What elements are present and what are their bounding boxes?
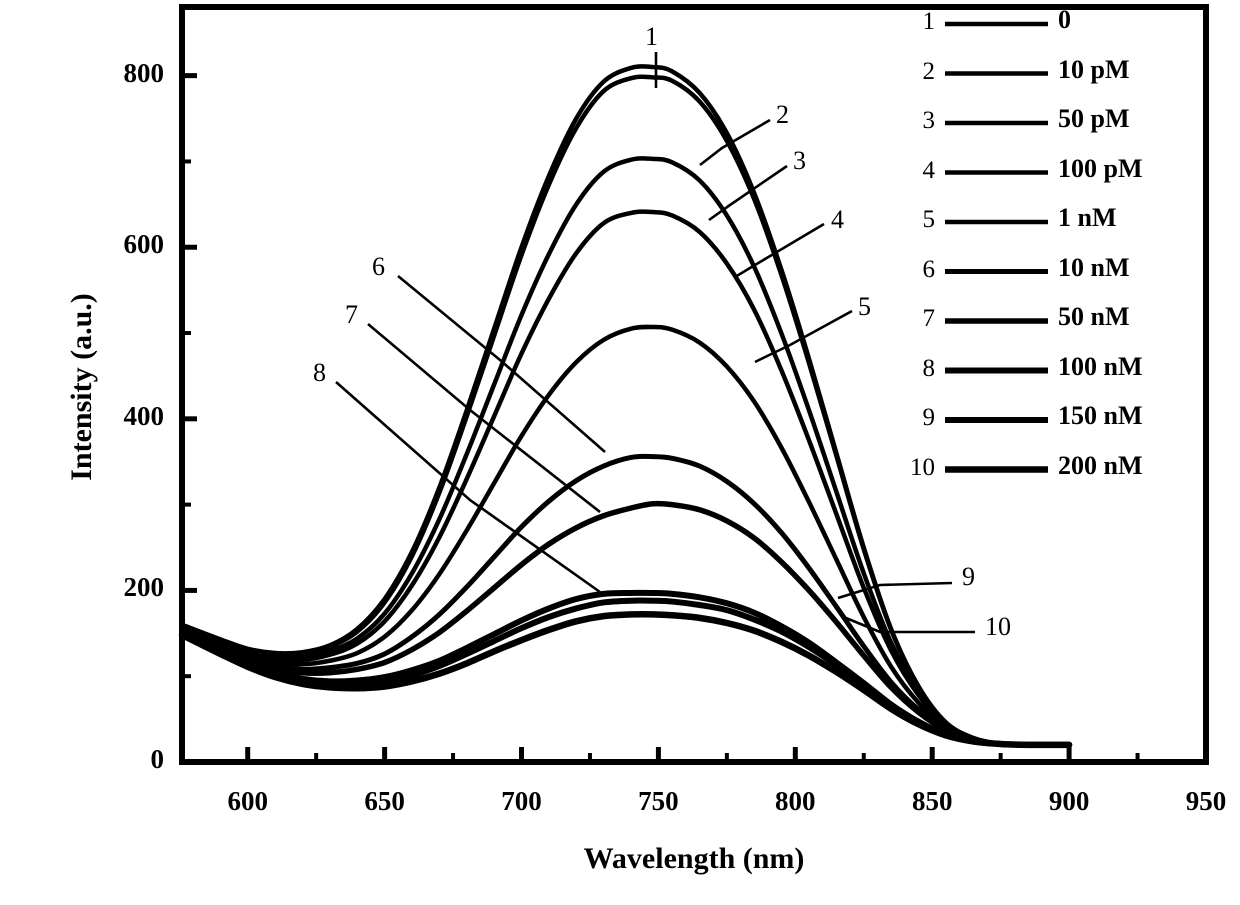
legend-label-9: 150 nM [1058,401,1143,431]
legend-number-1: 1 [895,8,935,36]
callout-number-3: 3 [793,146,806,176]
spectra-figure: Intensity (a.u.) Wavelength (nm) 0 200 400… [0,0,1240,905]
x-tick-label: 900 [1024,786,1114,817]
legend-label-1: 0 [1058,5,1071,35]
callout-leader-lines [336,52,975,632]
callout-number-9: 9 [962,562,975,592]
legend-sample-lines [945,24,1048,470]
y-tick-label: 0 [74,744,164,775]
x-tick-label: 800 [750,786,840,817]
legend-number-2: 2 [895,58,935,86]
legend-label-3: 50 pM [1058,104,1130,134]
y-tick-label: 400 [74,401,164,432]
callout-number-10: 10 [985,612,1011,642]
legend-number-8: 8 [895,355,935,383]
y-axis-title: Intensity (a.u.) [65,237,99,537]
legend-label-6: 10 nM [1058,253,1130,283]
x-tick-label: 750 [613,786,703,817]
legend-number-9: 9 [895,404,935,432]
y-axis-title-wrap: Intensity (a.u.) [10,240,62,540]
callout-number-4: 4 [831,205,844,235]
callout-number-5: 5 [858,292,871,322]
spectral-curves [182,66,1069,745]
y-tick-label: 200 [74,572,164,603]
legend-number-4: 4 [895,157,935,185]
y-tick-label: 600 [74,229,164,260]
legend-number-5: 5 [895,206,935,234]
legend-label-10: 200 nM [1058,451,1143,481]
legend-label-5: 1 nM [1058,203,1117,233]
legend-label-2: 10 pM [1058,55,1130,85]
legend-number-6: 6 [895,256,935,284]
axis-ticks [182,76,1206,762]
callout-number-1: 1 [645,22,658,52]
plot-frame [182,7,1206,762]
callout-number-8: 8 [313,358,326,388]
callout-number-2: 2 [776,100,789,130]
legend-label-8: 100 nM [1058,352,1143,382]
x-tick-label: 700 [477,786,567,817]
x-tick-label: 850 [887,786,977,817]
x-tick-label: 950 [1161,786,1240,817]
legend-number-7: 7 [895,305,935,333]
plot-canvas [0,0,1240,905]
x-axis-title: Wavelength (nm) [182,842,1206,876]
legend-label-7: 50 nM [1058,302,1130,332]
legend-label-4: 100 pM [1058,154,1143,184]
y-tick-label: 800 [74,58,164,89]
legend-number-3: 3 [895,107,935,135]
callout-number-7: 7 [345,300,358,330]
x-tick-label: 650 [340,786,430,817]
legend-number-10: 10 [895,454,935,482]
x-tick-label: 600 [203,786,293,817]
callout-number-6: 6 [372,252,385,282]
